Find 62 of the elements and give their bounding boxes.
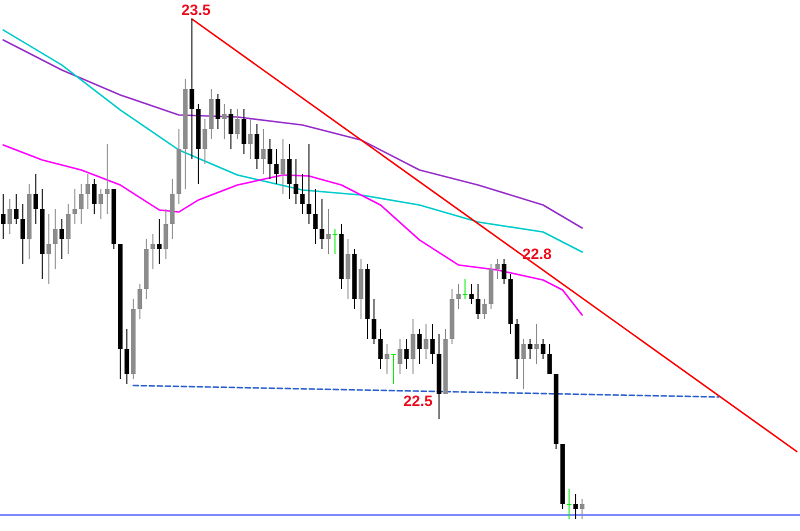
candlestick [398, 338, 402, 374]
candlestick [53, 208, 58, 270]
candlestick [424, 324, 428, 360]
candlestick [138, 284, 142, 320]
candlestick [86, 174, 90, 210]
candlestick [326, 208, 331, 254]
candlestick [72, 188, 78, 224]
candlestick [580, 498, 584, 520]
candlestick [547, 344, 552, 374]
candlestick [235, 108, 240, 140]
candlestick [378, 328, 383, 370]
candlestick [20, 204, 26, 264]
candlestick [528, 338, 532, 360]
candlestick [268, 138, 272, 180]
candlestick [495, 258, 500, 280]
candlestick [294, 158, 298, 204]
candlestick [417, 328, 422, 364]
candlestick [573, 494, 578, 520]
candlestick [384, 344, 390, 374]
candlestick [306, 144, 312, 224]
candlestick [222, 104, 227, 140]
candlestick [313, 188, 318, 244]
candlestick [534, 324, 539, 364]
annotation: 22.8 [522, 246, 552, 263]
candlestick [150, 234, 156, 270]
candlestick [566, 488, 572, 520]
candlestick [190, 18, 194, 160]
annotation: 23.5 [181, 2, 211, 19]
candlestick [469, 284, 474, 304]
candlestick [202, 118, 208, 164]
candlestick [456, 284, 461, 310]
candlestick [228, 108, 234, 150]
candlestick [430, 324, 435, 364]
candlestick [157, 218, 162, 264]
annotation: 22.5 [403, 393, 433, 410]
candlestick [280, 138, 286, 194]
candlestick [320, 198, 324, 250]
candlestick [60, 218, 64, 260]
candlestick [261, 128, 266, 174]
candlestick [300, 174, 305, 214]
candlestick [502, 258, 506, 284]
candlestick [404, 338, 409, 370]
candlestick [248, 118, 253, 160]
candlestick [216, 94, 220, 130]
candlestick [79, 184, 84, 224]
candlestick [46, 214, 52, 284]
candlestick [33, 174, 38, 224]
candlestick [332, 228, 338, 254]
candlestick [476, 284, 480, 320]
candlestick [0, 194, 6, 240]
candlestick [14, 194, 19, 224]
candlestick [274, 148, 279, 184]
candlestick [521, 338, 526, 390]
candlestick [7, 198, 12, 234]
candlestick [98, 188, 104, 220]
candlestick [540, 338, 546, 360]
candlestick [372, 298, 376, 344]
candlestick [92, 178, 97, 214]
candlestick [482, 298, 487, 320]
candlestick [462, 278, 468, 300]
candlestick [391, 354, 396, 384]
candlestick [105, 144, 110, 214]
